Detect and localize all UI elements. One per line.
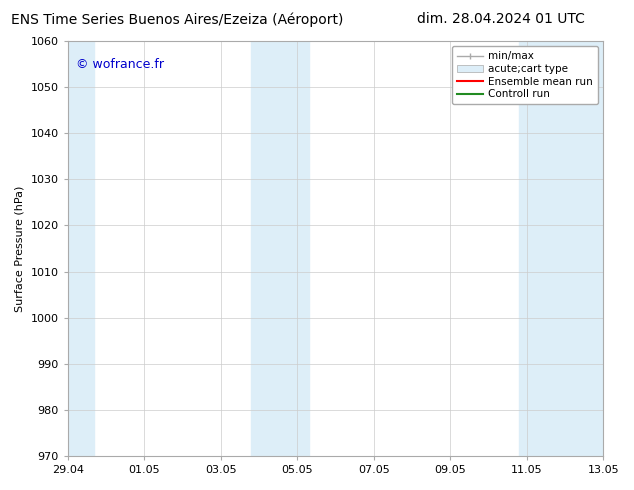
- Bar: [68, 41, 94, 456]
- Text: dim. 28.04.2024 01 UTC: dim. 28.04.2024 01 UTC: [417, 12, 585, 26]
- Bar: [519, 41, 603, 456]
- Text: ENS Time Series Buenos Aires/Ezeiza (Aéroport): ENS Time Series Buenos Aires/Ezeiza (Aér…: [11, 12, 344, 27]
- Y-axis label: Surface Pressure (hPa): Surface Pressure (hPa): [15, 185, 25, 312]
- Legend: min/max, acute;cart type, Ensemble mean run, Controll run: min/max, acute;cart type, Ensemble mean …: [451, 46, 598, 104]
- Text: © wofrance.fr: © wofrance.fr: [75, 58, 164, 71]
- Bar: [251, 41, 309, 456]
